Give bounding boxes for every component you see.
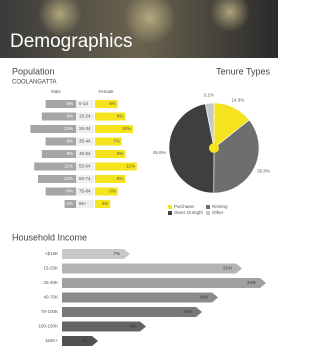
value-label: 6% [109,189,116,194]
category-label: <$15K [45,251,58,256]
chart-title: Population [12,66,55,76]
category-label: 55-64 [79,164,91,169]
bar [62,264,242,274]
category-label: 35-44 [79,139,91,144]
category-label: 100-150K [38,324,58,329]
pie-hub [209,143,219,153]
chart-title: Household Income [12,232,87,242]
category-label: 15-24 [79,114,91,119]
value-label: 35.8% [257,168,270,173]
value-label: 3% [66,201,73,206]
category-label: 45-54 [79,151,91,156]
value-label: 12% [64,126,73,131]
value-label: 14.3% [232,97,245,102]
value-label: 10% [64,176,73,181]
legend-label: Male [51,89,61,94]
pie-slice [169,104,214,193]
value-label: 8% [66,189,73,194]
value-label: 10% [122,126,131,131]
legend-label: Other [212,210,224,215]
value-label: 24% [247,280,256,285]
value-label: 3% [81,338,88,343]
value-label: 3.1% [204,92,214,97]
value-label: 16% [183,309,192,314]
legend-swatch [206,211,210,215]
category-label: 40-70K [43,295,58,300]
legend-label: Owns Outright [174,210,204,215]
category-label: 15-25K [43,266,58,271]
legend-label: Purchaser [174,204,195,209]
value-label: 7% [113,251,120,256]
value-label: 18% [199,295,208,300]
value-label: 9% [66,114,73,119]
category-label: 25-34 [79,126,91,131]
value-label: 8% [66,139,73,144]
legend-label: Female [98,89,114,94]
value-label: 11% [64,164,73,169]
bar [62,336,98,346]
legend-swatch [168,211,172,215]
category-label: 70-100K [41,309,58,314]
bar [62,278,266,288]
bar [62,293,218,303]
value-label: 4% [102,201,109,206]
chart-subtitle: COOLANGATTA [12,80,56,86]
value-label: 11% [126,164,135,169]
value-label: 8% [117,151,124,156]
value-label: 6% [109,101,116,106]
value-label: 21% [223,266,232,271]
page: Demographics Population COOLANGATTA Male Fe… [0,0,278,352]
value-label: 8% [117,176,124,181]
page-title: Demographics [10,31,133,52]
value-label: 9% [129,324,136,329]
category-label: 25-40K [43,280,58,285]
value-label: 7% [113,139,120,144]
category-label: 65-74 [79,176,91,181]
legend-swatch [168,205,172,209]
category-label: 0-14 [79,101,89,106]
value-label: 46.8% [153,150,166,155]
bar [62,307,202,317]
chart-title: Tenure Types [216,66,270,76]
category-label: 75-84 [79,189,91,194]
value-label: 9% [66,151,73,156]
legend-swatch [206,205,210,209]
value-label: 8% [117,114,124,119]
legend-label: Renting [212,204,228,209]
value-label: 8% [66,101,73,106]
category-label: 150K+ [45,338,59,343]
category-label: 85+ [79,201,87,206]
